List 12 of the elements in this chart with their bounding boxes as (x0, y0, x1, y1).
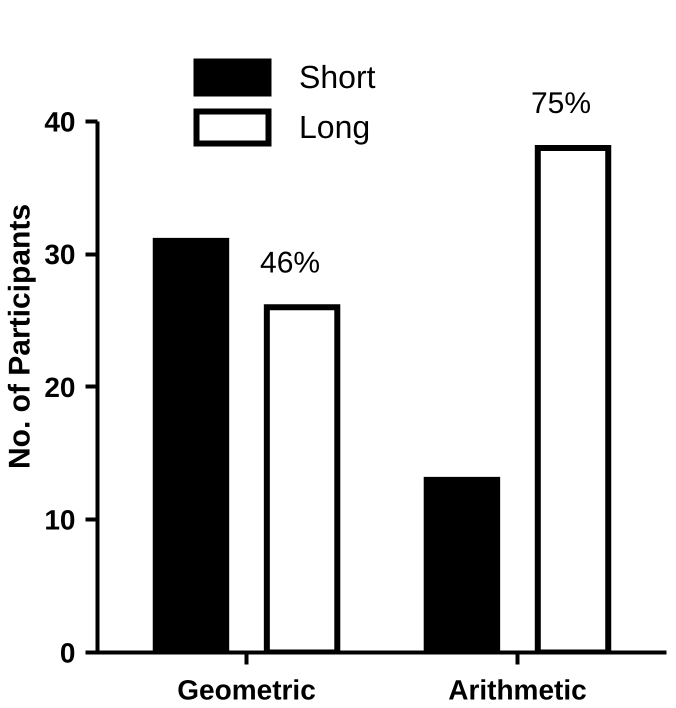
y-tick-label: 10 (44, 504, 76, 536)
x-tick-label: Geometric (177, 674, 316, 706)
x-tick-label: Arithmetic (448, 674, 587, 706)
y-tick-label: 20 (44, 372, 76, 403)
y-tick-label: 40 (44, 106, 76, 138)
legend-label: Short (299, 58, 376, 96)
legend-label: Long (299, 108, 370, 146)
y-tick-label: 30 (44, 239, 76, 270)
text: 75% (531, 86, 592, 120)
y-tick-label: 0 (60, 638, 76, 668)
y-axis-title: No. of Participants (3, 204, 36, 470)
annotation: 46% (260, 246, 320, 280)
